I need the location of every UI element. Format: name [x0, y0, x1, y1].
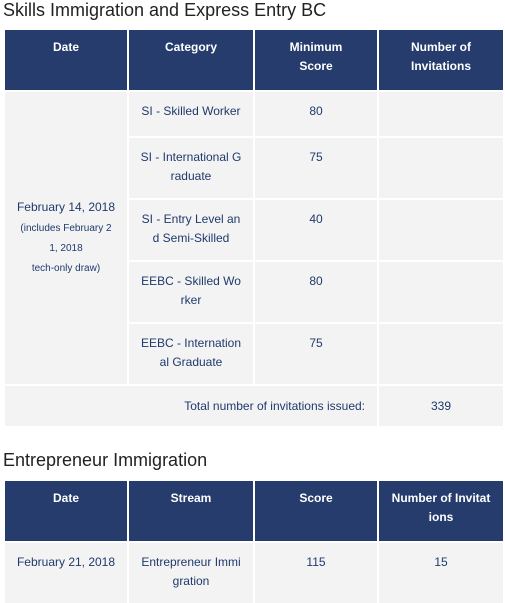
score-cell: 40: [255, 198, 377, 260]
total-value: 339: [379, 384, 503, 426]
skills-section-title: Skills Immigration and Express Entry BC: [3, 0, 327, 20]
score-cell: 80: [255, 90, 377, 136]
table-header-row: Date Stream Score Number of Invitat ions: [5, 481, 503, 541]
header-score: Score: [255, 481, 377, 541]
category-cell: SI - Entry Level an d Semi-Skilled: [129, 198, 253, 260]
invitations-cell: [379, 90, 503, 136]
invitations-cell: [379, 260, 503, 322]
table-header-row: Date Category Minimum Score Number of In…: [5, 30, 503, 90]
header-number-of-invitations: Number of Invitat ions: [379, 481, 503, 541]
header-number-of-invitations: Number of Invitations: [379, 30, 503, 90]
category-cell: SI - Skilled Worker: [129, 90, 253, 136]
total-label: Total number of invitations issued:: [5, 384, 377, 426]
skills-draw-table: Date Category Minimum Score Number of In…: [3, 30, 505, 426]
table-row: February 21, 2018 Entrepreneur Immi grat…: [5, 541, 503, 603]
draw-date: February 14, 2018: [16, 199, 116, 214]
draw-date-note: (includes February 2 1, 2018 tech-only d…: [20, 222, 112, 274]
stream-cell: Entrepreneur Immi gration: [129, 541, 253, 603]
header-date: Date: [5, 481, 127, 541]
category-cell: EEBC - Internation al Graduate: [129, 322, 253, 384]
table-row: SI - International G raduate 75: [5, 136, 503, 198]
header-date: Date: [5, 30, 127, 90]
category-cell: SI - International G raduate: [129, 136, 253, 198]
invitations-cell: 15: [379, 541, 503, 603]
header-minimum-score: Minimum Score: [255, 30, 377, 90]
category-cell: EEBC - Skilled Wo rker: [129, 260, 253, 322]
invitations-cell: [379, 322, 503, 384]
score-cell: 75: [255, 136, 377, 198]
table-row: EEBC - Internation al Graduate 75: [5, 322, 503, 384]
score-cell: 80: [255, 260, 377, 322]
draw-date-cell: February 14, 2018 (includes February 2 1…: [5, 90, 127, 384]
total-row: Total number of invitations issued: 339: [5, 384, 503, 426]
invitations-cell: [379, 198, 503, 260]
date-cell: February 21, 2018: [5, 541, 127, 603]
header-stream: Stream: [129, 481, 253, 541]
entrepreneur-draw-table: Date Stream Score Number of Invitat ions…: [3, 481, 505, 603]
score-cell: 75: [255, 322, 377, 384]
table-row: February 14, 2018 (includes February 2 1…: [5, 90, 503, 384]
table-row: EEBC - Skilled Wo rker 80: [5, 260, 503, 322]
invitations-cell: [379, 136, 503, 198]
table-row: SI - Entry Level an d Semi-Skilled 40: [5, 198, 503, 260]
header-category: Category: [129, 30, 253, 90]
entrepreneur-section-title: Entrepreneur Immigration: [3, 450, 208, 470]
score-cell: 115: [255, 541, 377, 603]
